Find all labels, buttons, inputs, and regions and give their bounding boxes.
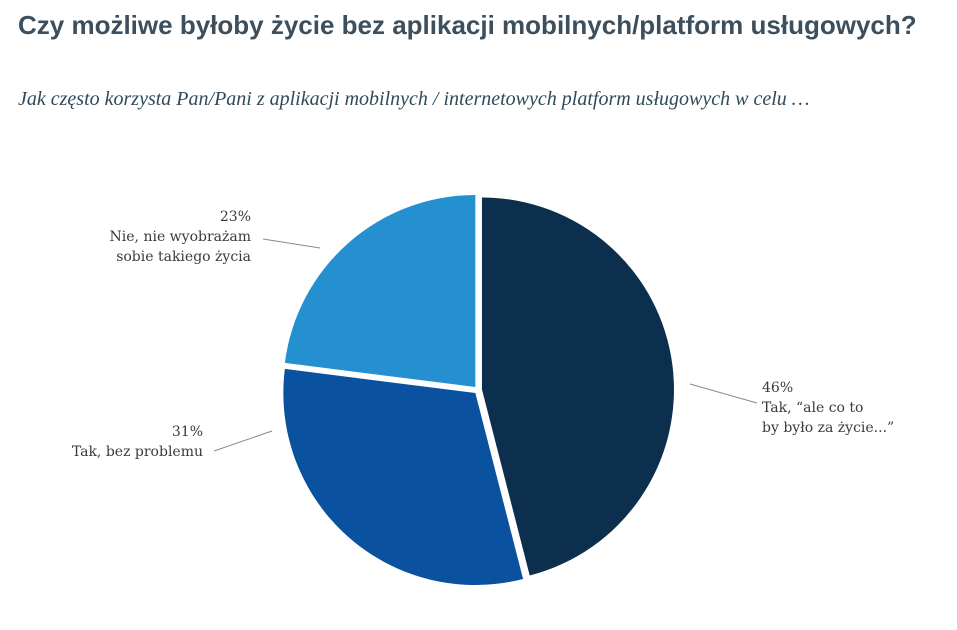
data-label-value: 23% xyxy=(220,209,251,225)
leader-line xyxy=(689,383,758,404)
data-label-value: 46% xyxy=(762,380,793,396)
data-label-category: Nie, nie wyobrażam xyxy=(110,229,251,245)
data-label-category: by było za życie...” xyxy=(762,420,894,436)
pie-slice-tak-ale-co-to xyxy=(481,197,674,576)
chart-subtitle: Jak często korzysta Pan/Pani z aplikacji… xyxy=(18,88,810,110)
leader-line xyxy=(262,238,321,249)
pie-slice-tak-bez-problemu xyxy=(283,368,524,586)
chart-title: Czy możliwe byłoby życie bez aplikacji m… xyxy=(18,10,917,40)
data-label-category: Tak, “ale co to xyxy=(762,400,863,416)
data-label-category: sobie takiego życia xyxy=(116,249,251,265)
pie-slice-nie xyxy=(284,194,476,387)
data-label-category: Tak, bez problemu xyxy=(72,444,203,460)
data-label-value: 31% xyxy=(172,424,203,440)
leader-line xyxy=(213,430,273,452)
